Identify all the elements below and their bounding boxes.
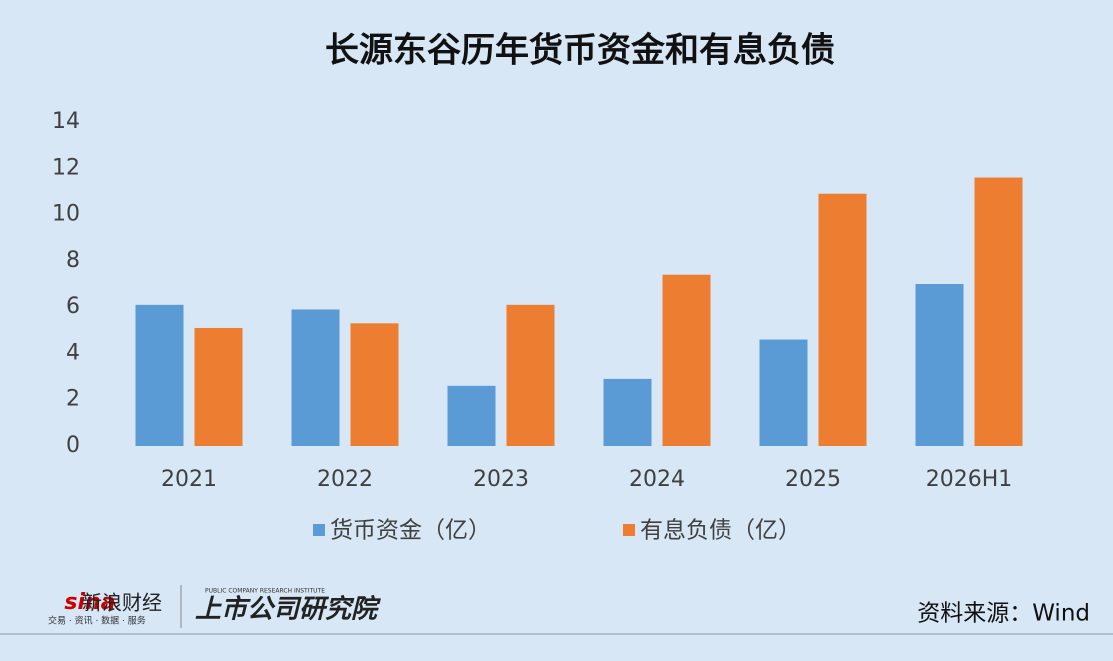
y-tick-label: 0: [66, 433, 80, 458]
legend-swatch: [623, 524, 635, 536]
bar: [974, 177, 1023, 447]
logo-slogan: 交易 · 资讯 · 数据 · 服务: [48, 615, 146, 627]
bar: [818, 193, 867, 446]
logo-mark: sina: [64, 590, 115, 615]
bar: [603, 378, 652, 446]
y-tick-label: 14: [52, 109, 80, 134]
x-tick-label: 2023: [473, 467, 529, 492]
bar: [915, 284, 964, 446]
bar: [662, 274, 711, 446]
institute: 上市公司研究院: [195, 595, 381, 625]
bar: [135, 304, 184, 446]
legend-label: 货币资金（亿）: [330, 518, 491, 544]
bar: [291, 309, 340, 446]
bar: [506, 304, 555, 446]
y-tick-label: 6: [66, 294, 80, 319]
institute-en: PUBLIC COMPANY RESEARCH INSTITUTE: [205, 588, 325, 595]
legend-label: 有息负债（亿）: [640, 518, 801, 544]
x-tick-label: 2021: [161, 467, 217, 492]
y-tick-label: 10: [52, 202, 80, 227]
y-tick-label: 12: [52, 155, 80, 180]
legend-swatch: [313, 524, 325, 536]
bar: [447, 385, 496, 446]
bar: [759, 339, 808, 446]
bar: [350, 323, 399, 446]
y-tick-label: 8: [66, 248, 80, 273]
chart-title: 长源东谷历年货币资金和有息负债: [325, 31, 835, 71]
x-tick-label: 2026H1: [926, 467, 1013, 492]
y-tick-label: 2: [66, 387, 80, 412]
logo-name: 新浪财经: [82, 591, 162, 615]
x-tick-label: 2022: [317, 467, 373, 492]
x-tick-label: 2025: [785, 467, 841, 492]
bar: [194, 327, 243, 446]
source: 资料来源：Wind: [917, 601, 1090, 627]
x-tick-label: 2024: [629, 467, 685, 492]
y-tick-label: 4: [66, 340, 80, 365]
